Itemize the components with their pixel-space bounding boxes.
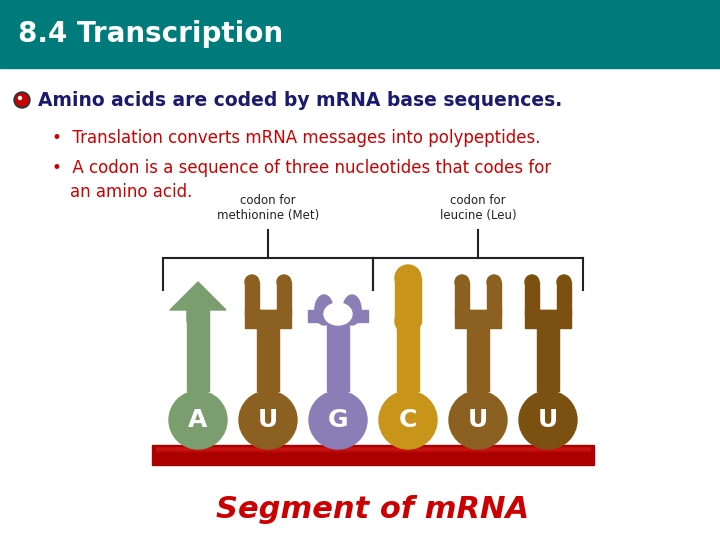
Bar xyxy=(455,310,501,328)
Text: A: A xyxy=(189,408,207,432)
Ellipse shape xyxy=(315,295,333,325)
Ellipse shape xyxy=(395,265,421,291)
Ellipse shape xyxy=(324,303,352,325)
Bar xyxy=(525,282,539,314)
Bar xyxy=(397,310,419,391)
Bar xyxy=(156,447,590,449)
Text: G: G xyxy=(328,408,348,432)
Text: an amino acid.: an amino acid. xyxy=(70,183,192,201)
Ellipse shape xyxy=(239,391,297,449)
Text: codon for
methionine (Met): codon for methionine (Met) xyxy=(217,194,319,222)
Bar xyxy=(327,310,349,391)
Ellipse shape xyxy=(557,275,571,289)
Bar xyxy=(537,310,559,391)
Circle shape xyxy=(16,94,28,106)
Bar xyxy=(0,0,720,68)
Ellipse shape xyxy=(343,295,361,325)
Bar xyxy=(245,310,291,328)
Bar xyxy=(455,282,469,314)
Ellipse shape xyxy=(455,275,469,289)
Ellipse shape xyxy=(449,391,507,449)
Bar xyxy=(557,282,571,314)
Bar xyxy=(395,278,421,323)
Bar xyxy=(152,445,594,465)
Ellipse shape xyxy=(379,391,437,449)
Ellipse shape xyxy=(277,275,291,289)
Text: U: U xyxy=(468,408,488,432)
Circle shape xyxy=(19,97,22,99)
Bar xyxy=(467,310,489,391)
Bar xyxy=(245,282,259,314)
Bar xyxy=(156,448,590,450)
Ellipse shape xyxy=(525,275,539,289)
Bar xyxy=(525,310,571,328)
Polygon shape xyxy=(308,310,368,322)
Bar xyxy=(187,310,209,391)
Text: U: U xyxy=(538,408,558,432)
Ellipse shape xyxy=(245,275,259,289)
Bar xyxy=(156,450,590,452)
Bar xyxy=(257,310,279,391)
Polygon shape xyxy=(170,282,226,322)
Ellipse shape xyxy=(519,391,577,449)
Bar xyxy=(487,282,501,314)
Text: Amino acids are coded by mRNA base sequences.: Amino acids are coded by mRNA base seque… xyxy=(38,91,562,110)
Text: •  A codon is a sequence of three nucleotides that codes for: • A codon is a sequence of three nucleot… xyxy=(52,159,552,177)
Ellipse shape xyxy=(487,275,501,289)
Ellipse shape xyxy=(169,391,227,449)
Text: 8.4 Transcription: 8.4 Transcription xyxy=(18,20,283,48)
Bar xyxy=(156,449,590,451)
Bar xyxy=(277,282,291,314)
Text: •  Translation converts mRNA messages into polypeptides.: • Translation converts mRNA messages int… xyxy=(52,129,541,147)
Ellipse shape xyxy=(395,308,421,334)
Ellipse shape xyxy=(309,391,367,449)
Text: Segment of mRNA: Segment of mRNA xyxy=(217,496,530,524)
Text: codon for
leucine (Leu): codon for leucine (Leu) xyxy=(440,194,516,222)
Text: U: U xyxy=(258,408,278,432)
Text: C: C xyxy=(399,408,417,432)
Circle shape xyxy=(14,92,30,108)
